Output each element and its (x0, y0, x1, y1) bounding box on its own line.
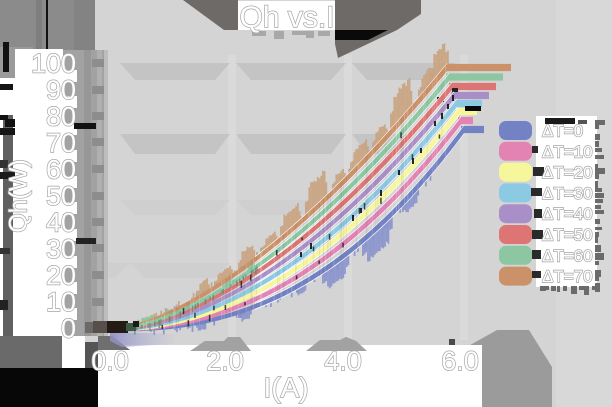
svg-text:2.0: 2.0 (206, 346, 244, 376)
svg-text:ΔT=0: ΔT=0 (542, 122, 583, 141)
svg-text:ΔT=40: ΔT=40 (542, 205, 593, 224)
svg-text:6.0: 6.0 (441, 346, 479, 376)
svg-text:ΔT=30: ΔT=30 (542, 184, 593, 203)
svg-text:20: 20 (46, 261, 76, 291)
svg-text:4.0: 4.0 (324, 346, 362, 376)
svg-text:Qh(W): Qh(W) (5, 159, 33, 233)
svg-text:0.0: 0.0 (91, 346, 129, 376)
svg-text:30: 30 (46, 234, 76, 264)
svg-text:50: 50 (46, 181, 76, 211)
svg-text:70: 70 (46, 128, 76, 158)
svg-text:ΔT=50: ΔT=50 (542, 226, 593, 245)
svg-text:80: 80 (46, 102, 76, 132)
svg-text:ΔT=20: ΔT=20 (542, 163, 593, 182)
svg-text:I(A): I(A) (263, 372, 308, 403)
svg-text:ΔT=70: ΔT=70 (542, 267, 593, 286)
svg-text:90: 90 (46, 75, 76, 105)
svg-text:100: 100 (31, 49, 76, 79)
svg-text:10: 10 (46, 287, 76, 317)
svg-text:0: 0 (61, 314, 76, 344)
svg-text:ΔT=10: ΔT=10 (542, 142, 593, 161)
svg-text:Qh vs.I: Qh vs.I (239, 1, 334, 34)
svg-text:ΔT=60: ΔT=60 (542, 246, 593, 265)
svg-text:40: 40 (46, 208, 76, 238)
svg-text:60: 60 (46, 155, 76, 185)
